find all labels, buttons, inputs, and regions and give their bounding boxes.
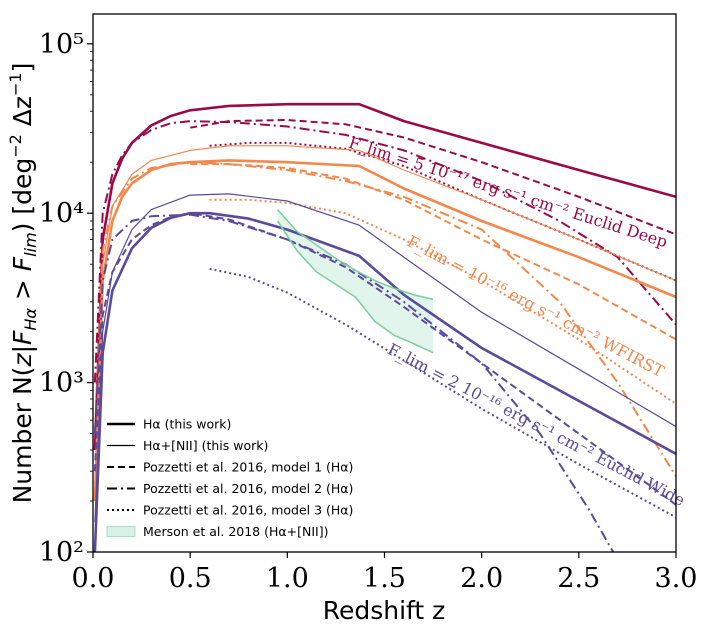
series-merson-et-al-2018-lower — [276, 220, 434, 354]
tick-layer: 0.0 0.5 1.0 1.5 2.0 2.5 3.0 10² 10³ 10⁴ 10⁵ — [39, 29, 698, 594]
x-tick-label: 1.0 — [266, 563, 309, 594]
legend-swatch — [106, 526, 136, 537]
x-axis-label: Redshift z — [323, 596, 446, 625]
y-tick-label: 10⁴ — [39, 198, 84, 229]
series-wfirst-pozzetti-model-3 — [209, 198, 676, 405]
series-wfirst-pozzetti-model-1 — [190, 163, 676, 341]
legend: Hα (this work) Hα+[NII] (this work) Pozzet… — [106, 417, 353, 539]
x-tick-label: 2.5 — [557, 563, 600, 594]
y-tick-label: 10² — [39, 537, 84, 568]
legend-label: Pozzetti et al. 2016, model 2 (Hα) — [143, 481, 353, 496]
series-euclid-wide-pozzetti-model-2 — [93, 213, 615, 552]
series-euclid-wide-h-this-work — [93, 211, 676, 552]
legend-label: Pozzetti et al. 2016, model 3 (Hα) — [143, 503, 353, 518]
series-layer — [93, 102, 676, 552]
x-tick-label: 0.0 — [72, 563, 115, 594]
series-euclid-wide-pozzetti-model-1 — [93, 212, 676, 506]
legend-label: Hα+[NII] (this work) — [143, 438, 268, 453]
series-euclid-deep-pozzetti-model-1 — [190, 119, 676, 236]
series-euclid-wide-pozzetti-model-3 — [209, 267, 676, 519]
x-tick-label: 3.0 — [655, 563, 698, 594]
series-wfirst-pozzetti-model-2 — [93, 161, 676, 477]
series-merson-et-al-2018-upper — [277, 209, 434, 301]
legend-label: Merson et al. 2018 (Hα+[NII]) — [143, 524, 328, 539]
x-tick-label: 0.5 — [169, 563, 212, 594]
x-tick-label: 1.5 — [363, 563, 406, 594]
series-euclid-deep-pozzetti-model-2 — [93, 120, 676, 383]
y-tick-label: 10⁵ — [39, 29, 84, 60]
legend-label: Pozzetti et al. 2016, model 1 (Hα) — [143, 460, 353, 475]
legend-label: Hα (this work) — [143, 417, 231, 432]
y-axis-label: Number N(z|FHα > Flim) [deg−2 Δz−1] — [6, 63, 40, 504]
y-tick-label: 10³ — [39, 368, 84, 399]
series-euclid-deep-h-this-work — [93, 102, 676, 451]
x-tick-label: 2.0 — [460, 563, 503, 594]
